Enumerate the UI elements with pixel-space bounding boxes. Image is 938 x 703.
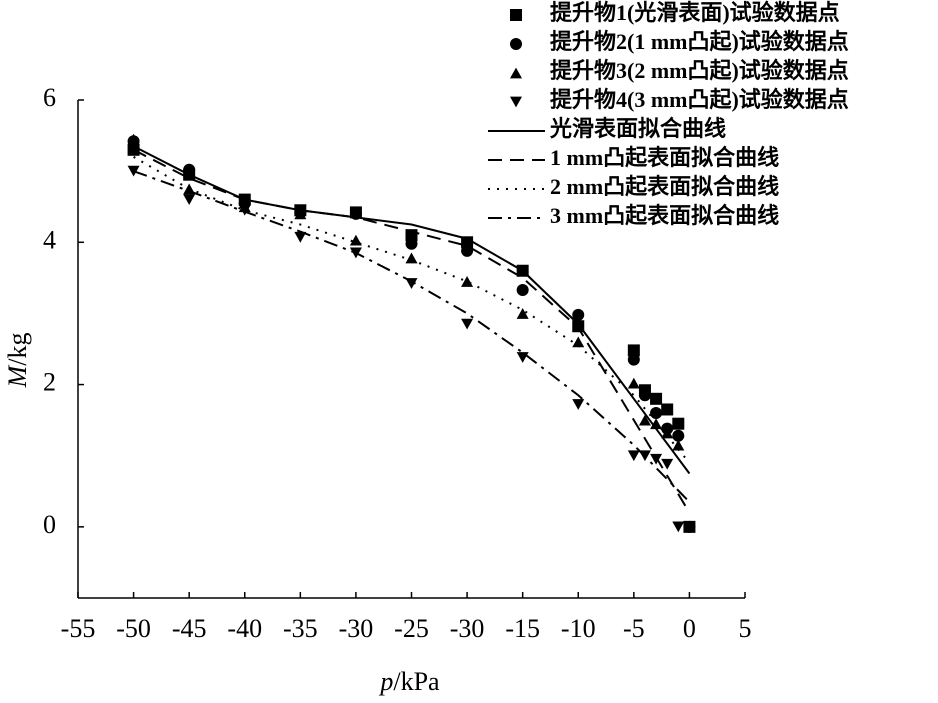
- data-point: [672, 521, 685, 533]
- data-point: [516, 352, 529, 363]
- data-point: [349, 234, 362, 246]
- legend-label: 提升物3(2 mm凸起)试验数据点: [550, 58, 849, 83]
- x-label-var: p: [378, 667, 393, 696]
- x-tick-label: -40: [227, 614, 262, 643]
- data-point: [516, 308, 529, 319]
- legend-swatch: [510, 9, 522, 21]
- data-point: [461, 244, 474, 257]
- data-point: [661, 458, 674, 470]
- data-point: [183, 194, 196, 205]
- data-point: [572, 399, 585, 410]
- legend-swatch: [510, 38, 522, 50]
- legend-label: 1 mm凸起表面拟合曲线: [550, 145, 779, 170]
- data-point: [627, 377, 640, 389]
- y-label-unit: /kg: [3, 333, 32, 366]
- y-axis-label: M/kg: [3, 333, 32, 389]
- data-point: [461, 276, 474, 287]
- x-tick-label: -50: [116, 614, 151, 643]
- data-point: [650, 453, 663, 465]
- legend-label: 提升物1(光滑表面)试验数据点: [550, 0, 840, 25]
- data-point: [650, 392, 663, 405]
- data-point: [127, 133, 140, 145]
- fit-curve: [133, 156, 691, 464]
- x-tick-label: -30: [339, 614, 374, 643]
- data-point: [661, 427, 674, 439]
- y-label-var: M: [3, 364, 32, 388]
- legend-label: 3 mm凸起表面拟合曲线: [550, 203, 779, 228]
- legend-label: 2 mm凸起表面拟合曲线: [550, 174, 779, 199]
- x-tick-label: -15: [505, 614, 540, 643]
- x-tick-label: -45: [172, 614, 207, 643]
- x-tick-label: -35: [283, 614, 318, 643]
- legend-label: 光滑表面拟合曲线: [549, 116, 726, 141]
- x-label-unit: /kPa: [393, 667, 440, 696]
- data-point: [572, 336, 585, 348]
- legend-label: 提升物4(3 mm凸起)试验数据点: [550, 87, 849, 112]
- fit-curve: [133, 145, 691, 475]
- data-point: [638, 414, 651, 426]
- data-point: [683, 521, 696, 533]
- y-tick-label: 2: [43, 368, 56, 397]
- legend-swatch: [510, 67, 522, 79]
- data-point: [238, 204, 251, 216]
- data-point: [650, 407, 663, 420]
- data-point: [661, 403, 674, 416]
- x-tick-label: -30: [450, 614, 485, 643]
- data-point: [572, 308, 585, 321]
- y-tick-label: 4: [43, 225, 56, 254]
- data-point: [294, 208, 307, 220]
- data-point: [650, 418, 663, 430]
- x-axis-label: p/kPa: [378, 667, 440, 696]
- data-point: [461, 318, 474, 330]
- data-point: [627, 344, 640, 357]
- x-tick-label: 5: [739, 614, 752, 643]
- x-tick-label: -5: [623, 614, 645, 643]
- y-tick-label: 0: [43, 510, 56, 539]
- y-tick-label: 6: [43, 83, 56, 112]
- fit-curve: [133, 148, 691, 514]
- data-point: [672, 429, 685, 442]
- legend-swatch: [510, 96, 522, 108]
- data-point: [672, 417, 685, 430]
- data-point: [516, 283, 529, 296]
- data-point: [672, 439, 685, 451]
- legend-label: 提升物2(1 mm凸起)试验数据点: [550, 29, 849, 54]
- data-point: [627, 353, 640, 366]
- data-point: [627, 450, 640, 462]
- x-tick-label: -25: [394, 614, 429, 643]
- x-tick-label: -10: [561, 614, 596, 643]
- data-point: [638, 389, 651, 402]
- data-point: [405, 252, 418, 264]
- data-point: [405, 237, 418, 250]
- x-tick-label: 0: [683, 614, 696, 643]
- fit-curve: [133, 170, 691, 503]
- data-point: [294, 231, 307, 243]
- data-point: [461, 236, 474, 249]
- x-tick-label: -55: [61, 614, 96, 643]
